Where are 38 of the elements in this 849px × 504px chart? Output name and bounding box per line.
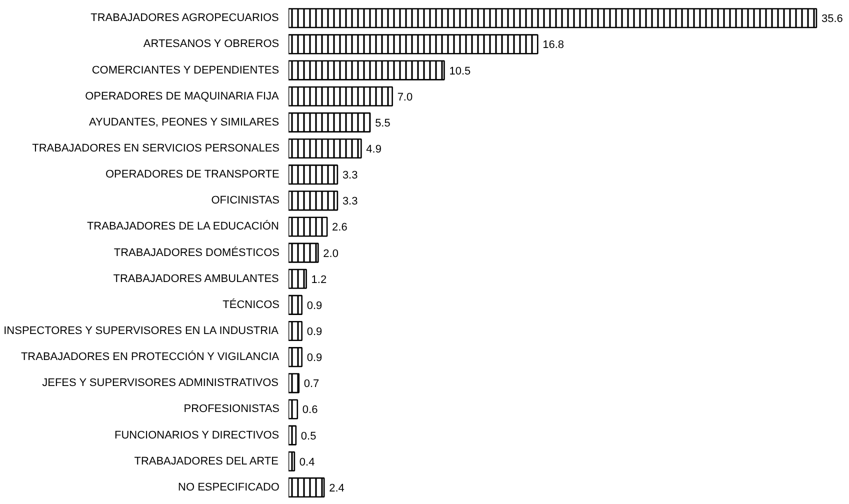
y-tick-label: INSPECTORES Y SUPERVISORES EN LA INDUSTRIA: [4, 325, 280, 338]
y-tick-label: TRABAJADORES EN SERVICIOS PERSONALES: [32, 142, 280, 155]
data-label: 5.5: [375, 117, 390, 130]
y-tick-label: AYUDANTES, PEONES Y SIMILARES: [88, 116, 280, 128]
data-label: 0.9: [306, 326, 322, 338]
y-tick-label: OFICINISTAS: [211, 194, 280, 207]
data-label: 16.8: [542, 39, 564, 52]
data-label: 1.2: [311, 274, 327, 286]
y-tick-label: TRABAJADORES DE LA EDUCACIÓN: [86, 220, 279, 233]
y-tick-label: TÉCNICOS: [222, 298, 280, 311]
y-tick-label: TRABAJADORES DOMÉSTICOS: [114, 246, 280, 259]
data-label: 0.7: [304, 378, 320, 390]
data-label: 10.5: [449, 65, 471, 78]
y-tick-label: OPERADORES DE MAQUINARIA FIJA: [85, 90, 280, 102]
y-tick-label: FUNCIONARIOS Y DIRECTIVOS: [114, 429, 280, 442]
data-label: 0.5: [300, 430, 316, 442]
data-label: 0.4: [299, 456, 315, 468]
data-label: 0.6: [302, 404, 318, 416]
y-tick-label: PROFESIONISTAS: [184, 403, 280, 416]
y-tick-label: COMERCIANTES Y DEPENDIENTES: [92, 64, 280, 76]
data-label: 3.3: [342, 196, 358, 208]
y-tick-label: OPERADORES DE TRANSPORTE: [106, 168, 280, 181]
y-tick-label: JEFES Y SUPERVISORES ADMINISTRATIVOS: [42, 377, 279, 390]
data-label: 0.9: [306, 300, 322, 312]
data-label: 35.6: [821, 13, 843, 26]
data-label: 2.4: [329, 482, 344, 494]
y-tick-label: TRABAJADORES DEL ARTE: [134, 455, 278, 468]
y-tick-label: NO ESPECIFICADO: [178, 481, 280, 494]
y-tick-label: TRABAJADORES AMBULANTES: [113, 272, 279, 285]
data-label: 4.9: [366, 144, 382, 156]
data-label: 2.0: [323, 248, 338, 260]
y-tick-label: TRABAJADORES EN PROTECCIÓN Y VIGILANCIA: [20, 350, 280, 364]
y-tick-label: TRABAJADORES AGROPECUARIOS: [90, 12, 279, 24]
data-label: 2.6: [332, 222, 348, 234]
data-label: 7.0: [397, 91, 413, 104]
y-tick-label: ARTESANOS Y OBREROS: [143, 38, 280, 50]
data-label: 3.3: [342, 170, 358, 182]
data-label: 0.9: [306, 352, 322, 364]
